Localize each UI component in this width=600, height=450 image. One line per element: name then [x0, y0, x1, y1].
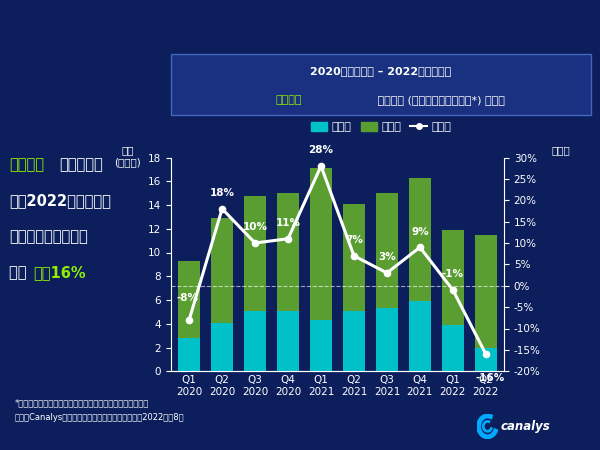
- Bar: [442, 325, 464, 371]
- Text: 9%: 9%: [411, 227, 429, 237]
- Bar: [310, 320, 332, 371]
- Bar: [343, 204, 365, 310]
- Text: 28%: 28%: [308, 145, 334, 155]
- Text: 单位
(百万台): 单位 (百万台): [115, 145, 141, 167]
- Text: 2020年第一季度 – 2022年第二季度: 2020年第一季度 – 2022年第二季度: [310, 66, 452, 76]
- Bar: [310, 168, 332, 320]
- Text: 导致2022年第二季度: 导致2022年第二季度: [9, 193, 111, 208]
- Bar: [409, 178, 431, 301]
- Text: 增长率: 增长率: [551, 145, 570, 155]
- Text: -1%: -1%: [442, 270, 464, 279]
- Bar: [475, 347, 497, 371]
- Bar: [343, 310, 365, 371]
- Bar: [475, 235, 497, 347]
- Bar: [376, 193, 398, 308]
- Text: 同比: 同比: [9, 265, 32, 280]
- Bar: [244, 195, 266, 310]
- Text: 来源：Canalys个人电脑分析统计数据（出货量），2022年，8月: 来源：Canalys个人电脑分析统计数据（出货量），2022年，8月: [15, 413, 185, 422]
- Text: 10%: 10%: [242, 222, 268, 232]
- Bar: [409, 301, 431, 371]
- Bar: [277, 310, 299, 371]
- Text: 18%: 18%: [209, 188, 235, 198]
- Text: 中国大陆: 中国大陆: [275, 94, 302, 104]
- Text: 7%: 7%: [345, 235, 363, 245]
- Text: 生产中断: 生产中断: [9, 157, 44, 172]
- Text: 个人电脑 (包括台式机和笔记本*) 出货量: 个人电脑 (包括台式机和笔记本*) 出货量: [374, 94, 505, 104]
- Text: 中国个人电脑出货量: 中国个人电脑出货量: [9, 229, 88, 244]
- Text: 11%: 11%: [275, 218, 301, 228]
- Legend: 台式机, 笔记本, 年增长: 台式机, 笔记本, 年增长: [306, 117, 456, 137]
- Bar: [376, 308, 398, 371]
- FancyBboxPatch shape: [171, 54, 591, 115]
- Text: 3%: 3%: [378, 252, 396, 262]
- Text: -16%: -16%: [475, 374, 505, 383]
- Text: 和需求疲软: 和需求疲软: [59, 157, 103, 172]
- Text: -8%: -8%: [176, 293, 199, 303]
- Bar: [178, 338, 200, 371]
- Bar: [442, 230, 464, 325]
- Bar: [211, 323, 233, 371]
- Text: canalys: canalys: [501, 420, 551, 432]
- Bar: [244, 310, 266, 371]
- Text: 下降16%: 下降16%: [34, 265, 86, 280]
- Bar: [277, 193, 299, 310]
- Text: *台式机（包括台式机工作站）和笔记本（包括移动工作站）: *台式机（包括台式机工作站）和笔记本（包括移动工作站）: [15, 398, 149, 407]
- Bar: [211, 218, 233, 323]
- Bar: [178, 261, 200, 338]
